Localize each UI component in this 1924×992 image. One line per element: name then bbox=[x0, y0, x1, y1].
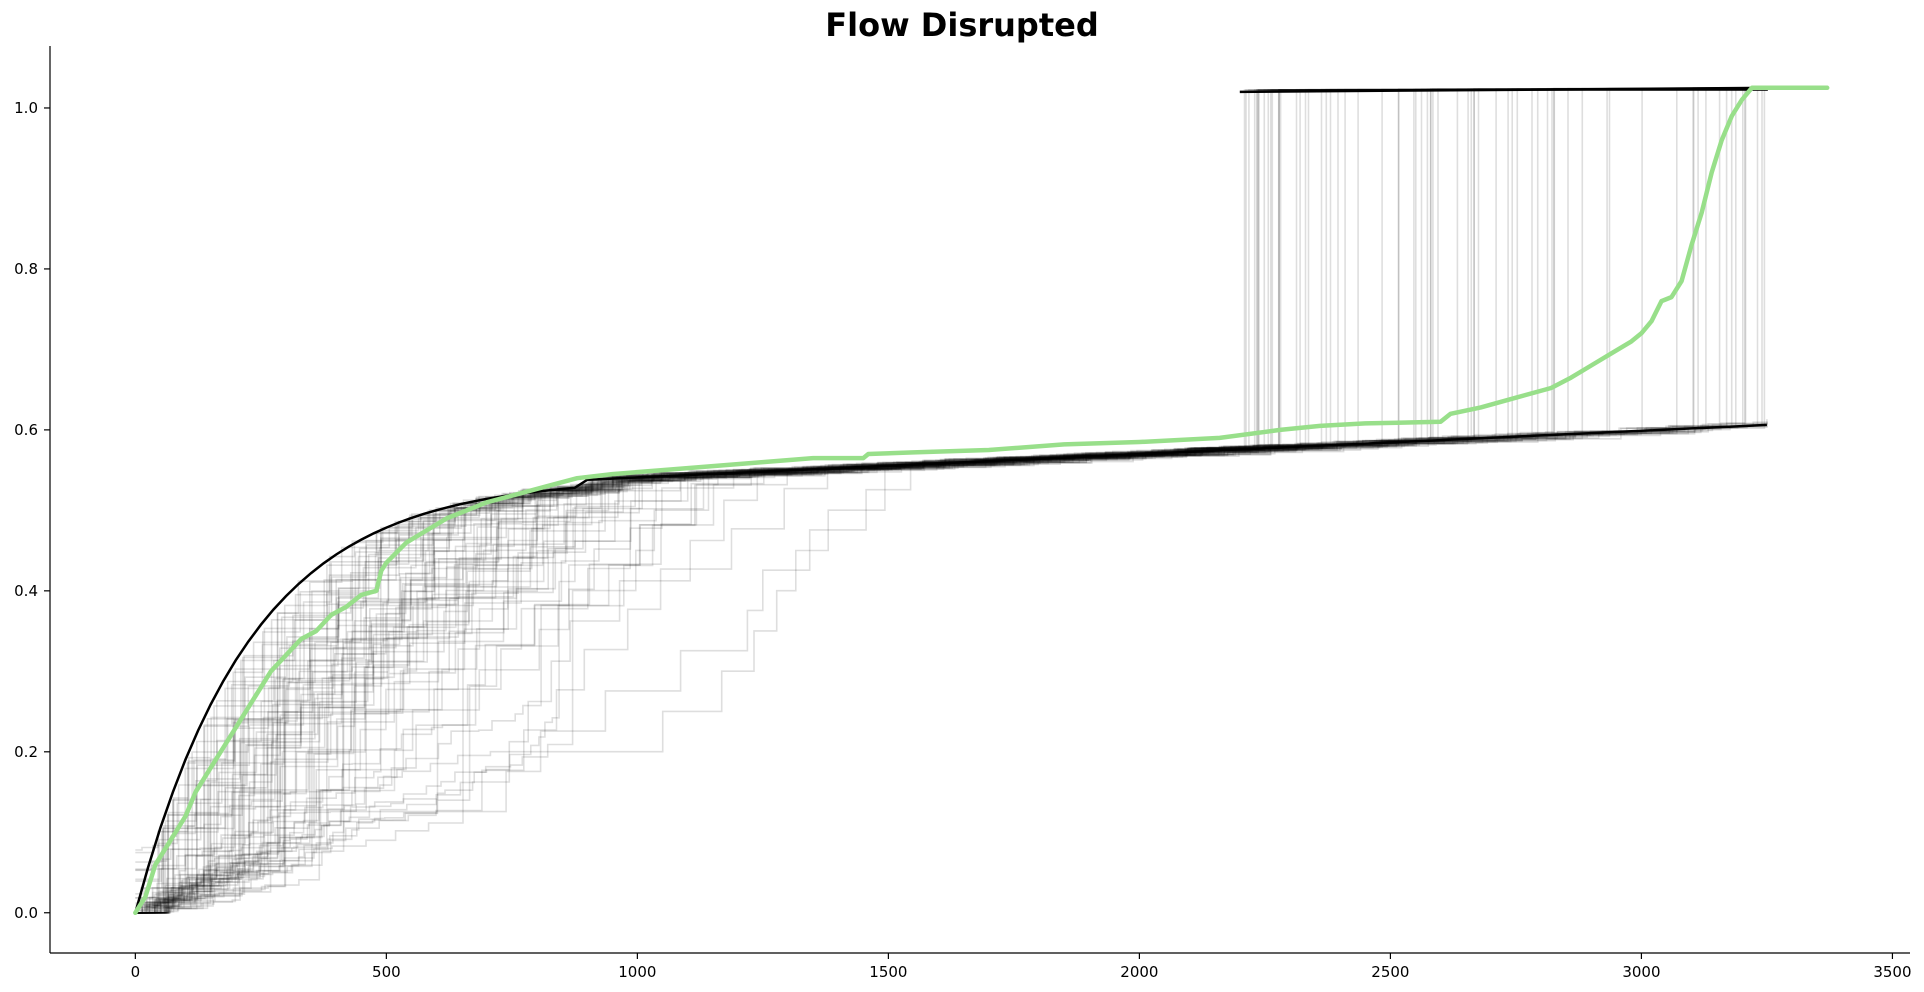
background-trace bbox=[135, 87, 1768, 908]
x-tick-label: 2000 bbox=[1120, 963, 1158, 981]
x-tick-label: 3000 bbox=[1622, 963, 1660, 981]
background-trace bbox=[135, 87, 1768, 914]
background-trace bbox=[135, 87, 1768, 899]
background-trace bbox=[135, 87, 1768, 906]
background-trace bbox=[135, 87, 1768, 914]
background-trace bbox=[135, 87, 1768, 914]
y-tick-label: 0.6 bbox=[14, 421, 38, 439]
background-trace bbox=[135, 87, 1768, 895]
x-tick-label: 1500 bbox=[869, 963, 907, 981]
y-tick-label: 0.8 bbox=[14, 260, 38, 278]
background-trace bbox=[135, 87, 1768, 914]
background-trace bbox=[135, 87, 1768, 863]
x-tick-label: 500 bbox=[372, 963, 401, 981]
axes-group: 0 500 1000 1500 2000 2500 3000 3500 0.0 0.2 0.4 0.6… bbox=[14, 46, 1912, 981]
x-tick-label: 0 bbox=[131, 963, 141, 981]
background-trace bbox=[135, 87, 1768, 914]
highlight-series-group bbox=[133, 85, 1830, 916]
x-tick-label: 3500 bbox=[1873, 963, 1911, 981]
background-trace bbox=[135, 87, 1768, 914]
background-trace bbox=[135, 87, 1768, 914]
y-tick-label: 0.2 bbox=[14, 743, 38, 761]
x-tick-label: 1000 bbox=[618, 963, 656, 981]
y-tick-label: 0.0 bbox=[14, 904, 38, 922]
background-trace bbox=[135, 87, 1768, 914]
y-tick-label: 0.4 bbox=[14, 582, 38, 600]
background-trace bbox=[135, 423, 1768, 914]
background-trace bbox=[135, 87, 1768, 881]
background-trace bbox=[135, 87, 1768, 914]
background-traces-group bbox=[134, 86, 1768, 914]
background-trace bbox=[135, 87, 1768, 914]
background-trace bbox=[135, 422, 1768, 914]
background-trace bbox=[135, 87, 1768, 904]
background-trace bbox=[135, 87, 1768, 882]
background-trace bbox=[135, 87, 1768, 914]
background-trace bbox=[135, 87, 1768, 914]
background-trace bbox=[135, 87, 1768, 914]
background-trace bbox=[135, 87, 1768, 914]
x-tick-label: 2500 bbox=[1371, 963, 1409, 981]
background-trace bbox=[135, 87, 1768, 914]
chart-title: Flow Disrupted bbox=[825, 6, 1099, 44]
background-trace bbox=[135, 87, 1768, 914]
highlight-series-line bbox=[133, 85, 1830, 916]
background-trace bbox=[135, 87, 1768, 914]
background-trace bbox=[135, 87, 1768, 914]
background-trace bbox=[135, 87, 1768, 899]
y-tick-label: 1.0 bbox=[14, 99, 38, 117]
background-lower-envelope bbox=[134, 423, 1767, 914]
background-trace bbox=[135, 87, 1768, 914]
background-trace bbox=[135, 87, 1768, 914]
background-upper-envelope bbox=[1239, 86, 1767, 94]
